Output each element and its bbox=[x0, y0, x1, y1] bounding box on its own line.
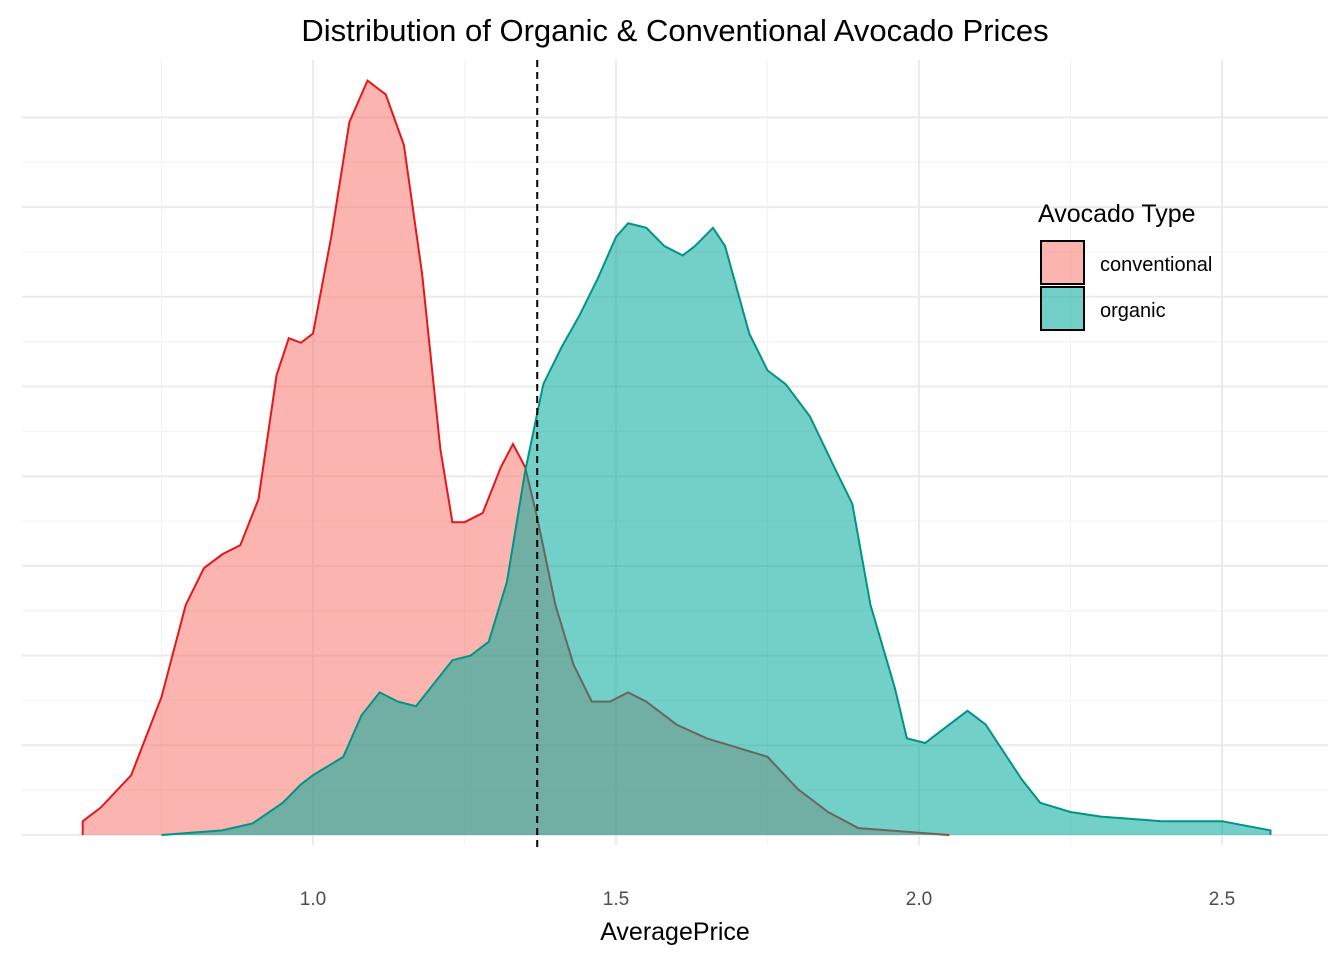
legend-title: Avocado Type bbox=[1038, 200, 1196, 228]
chart-title: Distribution of Organic & Conventional A… bbox=[301, 13, 1048, 48]
x-axis-title: AveragePrice bbox=[600, 918, 750, 946]
legend-label-organic: organic bbox=[1100, 300, 1166, 322]
legend-label-conventional: conventional bbox=[1100, 254, 1212, 276]
x-tick-label: 2.5 bbox=[1209, 889, 1235, 910]
legend-swatch-organic bbox=[1040, 286, 1085, 331]
legend-swatch-conventional bbox=[1040, 240, 1085, 285]
density-area-organic bbox=[161, 223, 1271, 835]
x-tick-label: 1.0 bbox=[300, 889, 326, 910]
x-tick-label: 1.5 bbox=[603, 889, 629, 910]
density-outline-organic bbox=[161, 222, 1272, 836]
density-series bbox=[81, 79, 1272, 836]
x-tick-label: 2.0 bbox=[906, 889, 932, 910]
x-axis-ticks: 1.0 1.5 2.0 2.5 bbox=[300, 889, 1235, 910]
legend: Avocado Type conventional organic bbox=[1038, 200, 1212, 331]
density-area-conventional bbox=[82, 80, 950, 836]
